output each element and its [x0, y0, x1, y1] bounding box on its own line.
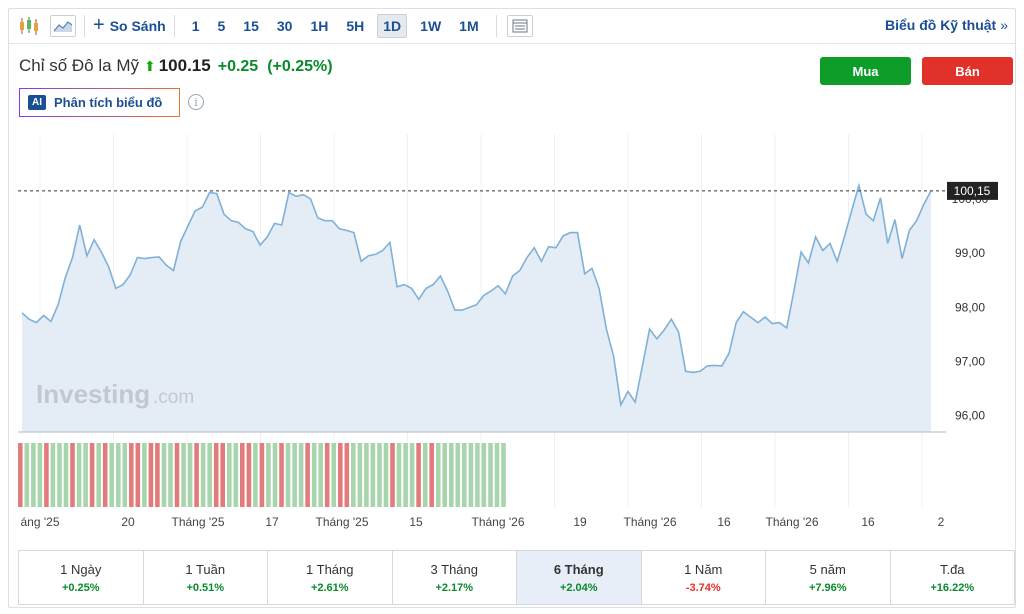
period-label: 1 Tuần	[185, 561, 226, 577]
period-tab[interactable]: T.đa +16.22%	[891, 551, 1015, 604]
interval-1m[interactable]: 1M	[459, 17, 479, 34]
price-change-percent: (+0.25%)	[267, 58, 333, 75]
chart-widget-frame	[8, 8, 1016, 608]
period-change: +0.51%	[186, 581, 225, 594]
period-label: 3 Tháng	[430, 561, 478, 577]
toolbar-divider	[173, 14, 175, 37]
interval-1[interactable]: 1	[191, 17, 200, 34]
compare-button[interactable]: + So Sánh	[93, 13, 166, 36]
period-label: 1 Tháng	[306, 561, 354, 577]
interval-1w[interactable]: 1W	[420, 17, 442, 34]
period-label: 1 Năm	[684, 561, 723, 577]
period-tab[interactable]: 1 Ngày +0.25%	[19, 551, 144, 604]
period-label: T.đa	[939, 561, 965, 577]
period-label: 1 Ngày	[60, 561, 102, 577]
arrow-up-icon: ⬆	[143, 58, 156, 74]
instrument-header: Chỉ số Đô la Mỹ ⬆ 100.15 +0.25 (+0.25%)	[19, 56, 333, 76]
sell-button[interactable]: Bán	[922, 57, 1013, 85]
instrument-price: 100.15	[158, 56, 211, 75]
period-tab[interactable]: 1 Tháng +2.61%	[268, 551, 393, 604]
interval-5[interactable]: 5	[217, 17, 226, 34]
period-change: +2.61%	[310, 581, 349, 594]
interval-15[interactable]: 15	[243, 17, 259, 34]
ai-icon: AI	[28, 95, 46, 110]
period-tab[interactable]: 3 Tháng +2.17%	[393, 551, 517, 604]
period-change: +16.22%	[930, 581, 975, 594]
interval-30[interactable]: 30	[276, 17, 293, 34]
price-change: +0.25	[217, 58, 259, 75]
period-change: -3.74%	[685, 581, 721, 594]
ai-analysis-button[interactable]: AI Phân tích biểu đồ	[19, 88, 180, 117]
candlestick-icon[interactable]	[14, 13, 44, 39]
period-change: +2.17%	[435, 581, 474, 594]
ai-analysis-label: Phân tích biểu đồ	[54, 95, 163, 110]
technical-chart-link[interactable]: Biểu đồ Kỹ thuật»	[885, 17, 1008, 33]
double-chevron-right-icon: »	[1000, 17, 1008, 33]
instrument-name: Chỉ số Đô la Mỹ	[19, 56, 139, 75]
period-change: +2.04%	[559, 581, 598, 594]
period-change: +0.25%	[61, 581, 100, 594]
interval-1h[interactable]: 1H	[310, 17, 329, 34]
performance-periods: 1 Ngày +0.25% 1 Tuần +0.51% 1 Tháng +2.61% 3 T…	[18, 550, 1015, 605]
technical-chart-label: Biểu đồ Kỹ thuật	[884, 17, 997, 33]
interval-group: 1 5 15 30 1H 5H 1D 1W 1M	[183, 13, 488, 38]
period-tab[interactable]: 1 Năm -3.74%	[642, 551, 766, 604]
period-tab[interactable]: 5 năm +7.96%	[766, 551, 891, 604]
toolbar-divider	[495, 14, 497, 37]
chart-toolbar: + So Sánh 1 5 15 30 1H 5H 1D 1W 1M Biểu đồ Kỹ th…	[8, 8, 1016, 44]
buy-button[interactable]: Mua	[820, 57, 911, 85]
area-chart-icon[interactable]	[50, 14, 76, 37]
interval-5h[interactable]: 5H	[346, 17, 365, 34]
compare-label: So Sánh	[109, 17, 166, 34]
info-icon[interactable]: i	[188, 94, 204, 110]
toolbar-divider	[84, 14, 85, 37]
plus-icon: +	[93, 13, 105, 36]
interval-1d[interactable]: 1D	[377, 13, 408, 38]
period-label: 6 Tháng	[553, 561, 604, 577]
period-tab[interactable]: 1 Tuần +0.51%	[144, 551, 268, 604]
period-change: +7.96%	[808, 581, 847, 594]
period-label: 5 năm	[809, 561, 846, 577]
period-tab[interactable]: 6 Tháng +2.04%	[517, 551, 642, 604]
table-view-icon[interactable]	[506, 14, 533, 37]
